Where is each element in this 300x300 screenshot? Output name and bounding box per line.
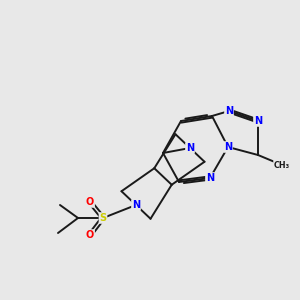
- Text: CH₃: CH₃: [274, 160, 290, 169]
- Text: N: N: [224, 142, 232, 152]
- Text: N: N: [225, 106, 233, 116]
- Text: N: N: [206, 173, 214, 183]
- Text: N: N: [254, 116, 262, 126]
- Text: S: S: [99, 213, 106, 223]
- Text: N: N: [132, 200, 140, 210]
- Text: O: O: [86, 230, 94, 240]
- Text: O: O: [86, 197, 94, 207]
- Text: N: N: [186, 143, 194, 153]
